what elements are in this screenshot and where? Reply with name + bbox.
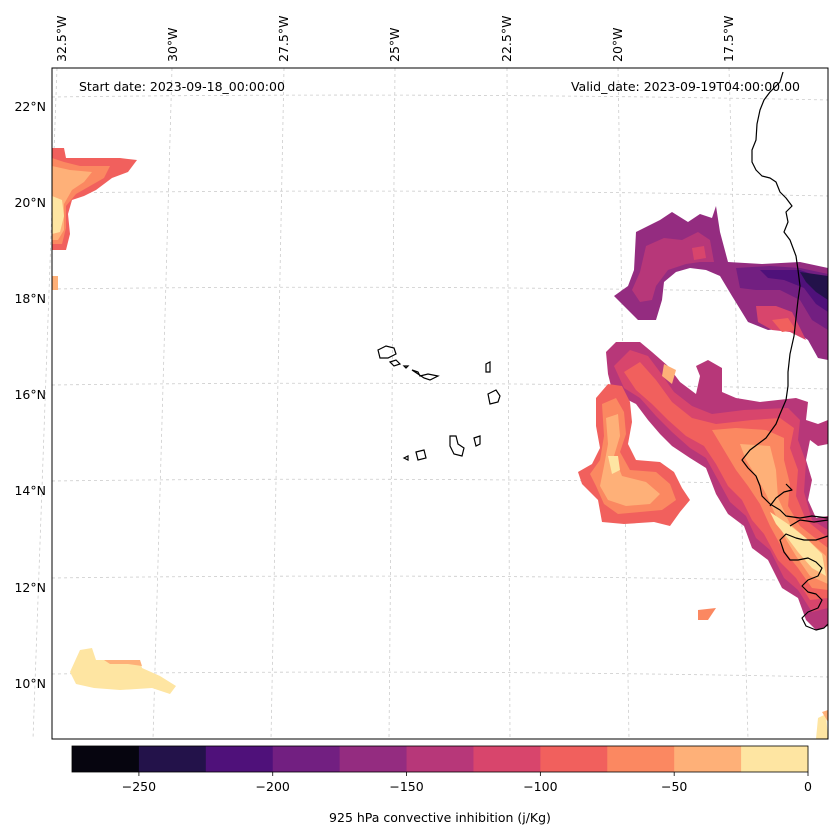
lon-label-30w: 30°W [165,27,180,62]
colorbar-tick-label: −100 [523,779,557,794]
lat-label-12n: 12°N [14,580,46,595]
lon-labels: 32.5°W 30°W 27.5°W 25°W 22.5°W 20°W 17.5… [54,16,736,62]
lat-label-18n: 18°N [14,291,46,306]
cin-patch-sw-edge [104,660,142,666]
lon-label-27p5w: 27.5°W [276,16,291,62]
lat-label-22n: 22°N [14,99,46,114]
cin-lobe-west-light [600,414,660,506]
cin-arc-north-core [800,272,828,300]
colorbar-swatch [272,746,341,772]
cin-blob-south-ring [662,364,676,384]
colorbar-swatch [138,746,207,772]
colorbar-tick-label: −200 [256,779,290,794]
gridline-lat-18 [51,286,829,294]
island-santo-antao [377,345,397,359]
colorbar-tick-label: −50 [661,779,687,794]
island-sao-vicente [388,359,402,367]
gridline-lat-16 [51,382,829,390]
cin-patch-sw [70,648,176,694]
cin-speck-south [698,608,716,620]
graticule [32,67,829,740]
cin-lobe-west-core [608,456,620,474]
colorbar-swatch [205,746,274,772]
gridline-lat-20 [51,190,829,197]
colorbar-tick-label: 0 [804,779,812,794]
colorbar-swatch [674,746,742,772]
lat-label-10n: 10°N [14,676,46,691]
gridline-lat-10 [51,671,829,678]
island-brava [402,455,409,461]
gridline-lon-27p5 [270,67,285,740]
island-sao-nicolau [411,369,440,381]
gridline-lon-17p5 [728,67,749,740]
gridline-lon-32p5 [32,67,58,740]
coastline-gambia [789,519,829,527]
island-boa-vista [487,389,501,405]
colorbar-swatch [406,746,474,772]
coastline-west-africa-inset [769,483,793,507]
lon-label-20w: 20°W [610,27,625,62]
gridline-lat-14 [51,478,829,486]
valid-date-label: Valid_date: 2023-09-19T04:00:00.00 [571,79,800,94]
colorbar-swatches [72,746,809,772]
map-frame [51,67,829,740]
colorbar-swatch [473,746,541,772]
colorbar-swatch [339,746,408,772]
cin-patch-se-corner [816,714,828,739]
lat-labels: 22°N 20°N 18°N 16°N 14°N 12°N 10°N [14,99,46,691]
gridline-lat-22 [51,94,829,101]
gridline-lon-20 [617,67,630,740]
colorbar-swatch [607,746,675,772]
lon-label-17p5w: 17.5°W [721,16,736,62]
colorbar-label: 925 hPa convective inhibition (j/Kg) [329,810,551,825]
coastlines [741,71,829,631]
colorbar-tick-label: −250 [122,779,156,794]
island-sal [485,361,491,373]
gridline-lon-25 [388,67,396,740]
lon-label-25w: 25°W [387,27,402,62]
cape-verde-islands [377,345,501,461]
gridline-lat-12 [51,575,829,582]
lat-label-16n: 16°N [14,387,46,402]
cin-patch-nw-core [52,196,64,234]
lon-label-32p5w: 32.5°W [54,16,69,62]
colorbar-swatch [741,746,809,772]
cin-patch-se-edge [822,710,828,722]
island-santa-luzia [402,365,410,369]
colorbar-swatch [72,746,140,772]
cin-patch-nw-speck [52,276,58,290]
cin-arc-north-red [692,246,706,260]
island-santiago [449,435,465,457]
gridline-lon-30 [152,67,173,740]
coastline-guinea-bissau [779,533,829,631]
colorbar-ticks: −250 −200 −150 −100 −50 0 [122,772,812,794]
coastline-africa [741,71,829,519]
colorbar-tick-label: −150 [389,779,423,794]
cin-arc-east-red [772,318,796,332]
island-maio [473,435,481,447]
colorbar: −250 −200 −150 −100 −50 0 925 hPa convective … [71,745,812,825]
colorbar-swatch [540,746,608,772]
start-date-label: Start date: 2023-09-18_00:00:00 [79,79,285,94]
lon-label-22p5w: 22.5°W [499,16,514,62]
island-fogo [415,449,427,461]
cin-filled-contours [52,148,828,739]
gridline-lon-22p5 [506,67,511,740]
colorbar-frame [71,745,809,773]
map-panel: Start date: 2023-09-18_00:00:00 Valid_da… [32,67,829,740]
lat-label-14n: 14°N [14,483,46,498]
lat-label-20n: 20°N [14,195,46,210]
